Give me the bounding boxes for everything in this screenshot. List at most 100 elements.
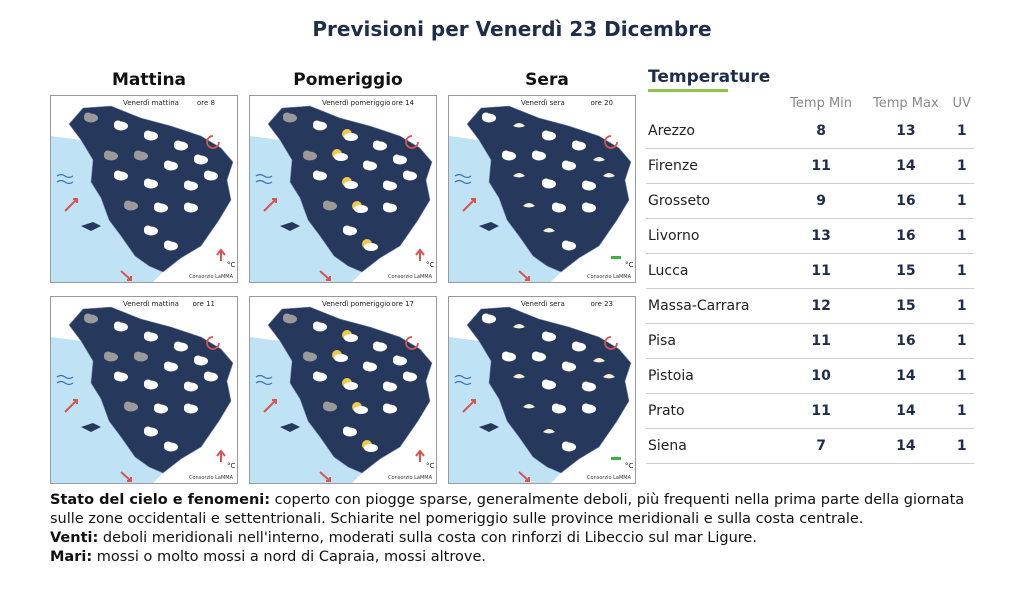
temp-min-value: 11: [780, 148, 863, 184]
cloud-icon: [104, 351, 118, 362]
temp-min-value: 9: [780, 183, 863, 219]
wind-arrow-icon: [319, 270, 331, 281]
cloud-icon: [502, 150, 516, 161]
moon-icon: [513, 324, 525, 329]
sun-cloud-icon: [352, 402, 368, 414]
temp-min-value: 13: [780, 218, 863, 254]
cloud-icon: [144, 225, 158, 236]
refresh-icon: [604, 336, 618, 350]
header-temp-min: Temp Min: [790, 95, 853, 111]
cloud-icon: [144, 178, 158, 189]
temperature-row: Grosseto 9 16 1: [646, 183, 974, 219]
sea-area: [250, 337, 362, 483]
city-name: Pisa: [646, 323, 780, 359]
elba-island: [280, 222, 300, 231]
cloud-icon: [482, 112, 496, 123]
map-credit: Consorzio LaMMA: [388, 274, 432, 280]
cloud-icon: [542, 178, 556, 189]
temp-max-value: 16: [862, 323, 950, 359]
page-title: Previsioni per Venerdì 23 Dicembre: [312, 17, 712, 41]
cloud-icon: [184, 202, 198, 213]
temperature-row: Pisa 11 16 1: [646, 323, 974, 359]
map-graphic: [51, 96, 237, 282]
temp-min-value: 8: [780, 114, 863, 149]
map-graphic: [449, 96, 635, 282]
elba-island: [479, 423, 499, 432]
cloud-icon: [164, 240, 178, 251]
cloud-icon: [164, 361, 178, 372]
sky-paragraph: Stato del cielo e fenomeni: coperto con …: [50, 491, 970, 529]
cloud-icon: [134, 351, 148, 362]
cloud-icon: [403, 371, 417, 382]
cloud-icon: [343, 225, 357, 236]
sea-area: [449, 337, 561, 483]
map-graphic: [250, 96, 436, 282]
cloud-icon: [373, 341, 387, 352]
tuscany-land: [466, 306, 632, 474]
wave-icon: [454, 374, 472, 386]
cloud-icon: [542, 130, 556, 141]
cloud-icon: [104, 150, 118, 161]
cloud-icon: [114, 120, 128, 131]
cloud-icon: [313, 170, 327, 181]
cloud-icon: [582, 202, 596, 213]
sea-label: Mari:: [50, 549, 93, 565]
cloud-icon: [144, 426, 158, 437]
map-period-label: Venerdì pomeriggio: [322, 300, 391, 308]
refresh-icon: [206, 336, 220, 350]
uv-value: 1: [949, 288, 974, 324]
sun-cloud-icon: [332, 350, 348, 362]
cloud-icon: [194, 154, 208, 165]
temperature-header-row: Temp Min Temp Max UV: [646, 92, 974, 114]
cloud-icon: [154, 202, 168, 213]
wave-icon: [255, 173, 273, 185]
map-credit: Consorzio LaMMA: [388, 475, 432, 481]
cloud-icon: [323, 401, 337, 412]
forecast-map: Venerdì sera ore 23 °C Consorzio LaMMA: [448, 296, 636, 484]
cloud-icon: [552, 202, 566, 213]
wave-icon: [255, 374, 273, 386]
temperature-title-underline: [648, 89, 728, 92]
cloud-icon: [363, 361, 377, 372]
cloud-icon: [562, 441, 576, 452]
forecast-map: Venerdì pomeriggio ore 17 °C Consorzio L…: [249, 296, 437, 484]
cloud-icon: [393, 355, 407, 366]
forecast-map: Venerdì mattina ore 11 °C Consorzio LaMM…: [50, 296, 238, 484]
city-name: Firenze: [646, 148, 780, 184]
wind-arrow-icon: [462, 198, 476, 212]
temp-min-value: 11: [780, 393, 863, 429]
elba-island: [280, 423, 300, 432]
cloud-icon: [164, 441, 178, 452]
map-period-label: Venerdì mattina: [123, 99, 179, 107]
temperature-title: Temperature: [648, 67, 771, 87]
map-hour-label: ore 23: [590, 300, 613, 308]
city-name: Massa-Carrara: [646, 288, 780, 324]
cloud-icon: [393, 154, 407, 165]
temp-max-value: 14: [862, 428, 950, 464]
temperature-stable-icon: [611, 457, 621, 460]
city-name: Grosseto: [646, 183, 780, 219]
cloud-icon: [154, 403, 168, 414]
wind-arrow-icon: [120, 471, 132, 482]
cloud-icon: [84, 313, 98, 324]
tuscany-land: [267, 105, 433, 273]
map-credit: Consorzio LaMMA: [189, 274, 233, 280]
wind-paragraph: Venti: deboli meridionali nell'interno, …: [50, 529, 970, 548]
sun-cloud-icon: [342, 129, 358, 141]
cloud-icon: [403, 170, 417, 181]
map-hour-label: ore 14: [391, 99, 414, 107]
wave-icon: [56, 173, 74, 185]
sea-area: [250, 136, 362, 282]
city-name: Prato: [646, 393, 780, 429]
cloud-icon: [144, 331, 158, 342]
refresh-icon: [604, 135, 618, 149]
cloud-icon: [542, 331, 556, 342]
uv-value: 1: [949, 183, 974, 219]
uv-value: 1: [949, 323, 974, 359]
elba-island: [81, 222, 101, 231]
cloud-icon: [283, 313, 297, 324]
sky-label: Stato del cielo e fenomeni:: [50, 492, 271, 508]
cloud-icon: [562, 361, 576, 372]
temperature-row: Pistoia 10 14 1: [646, 358, 974, 394]
sun-cloud-icon: [342, 330, 358, 342]
